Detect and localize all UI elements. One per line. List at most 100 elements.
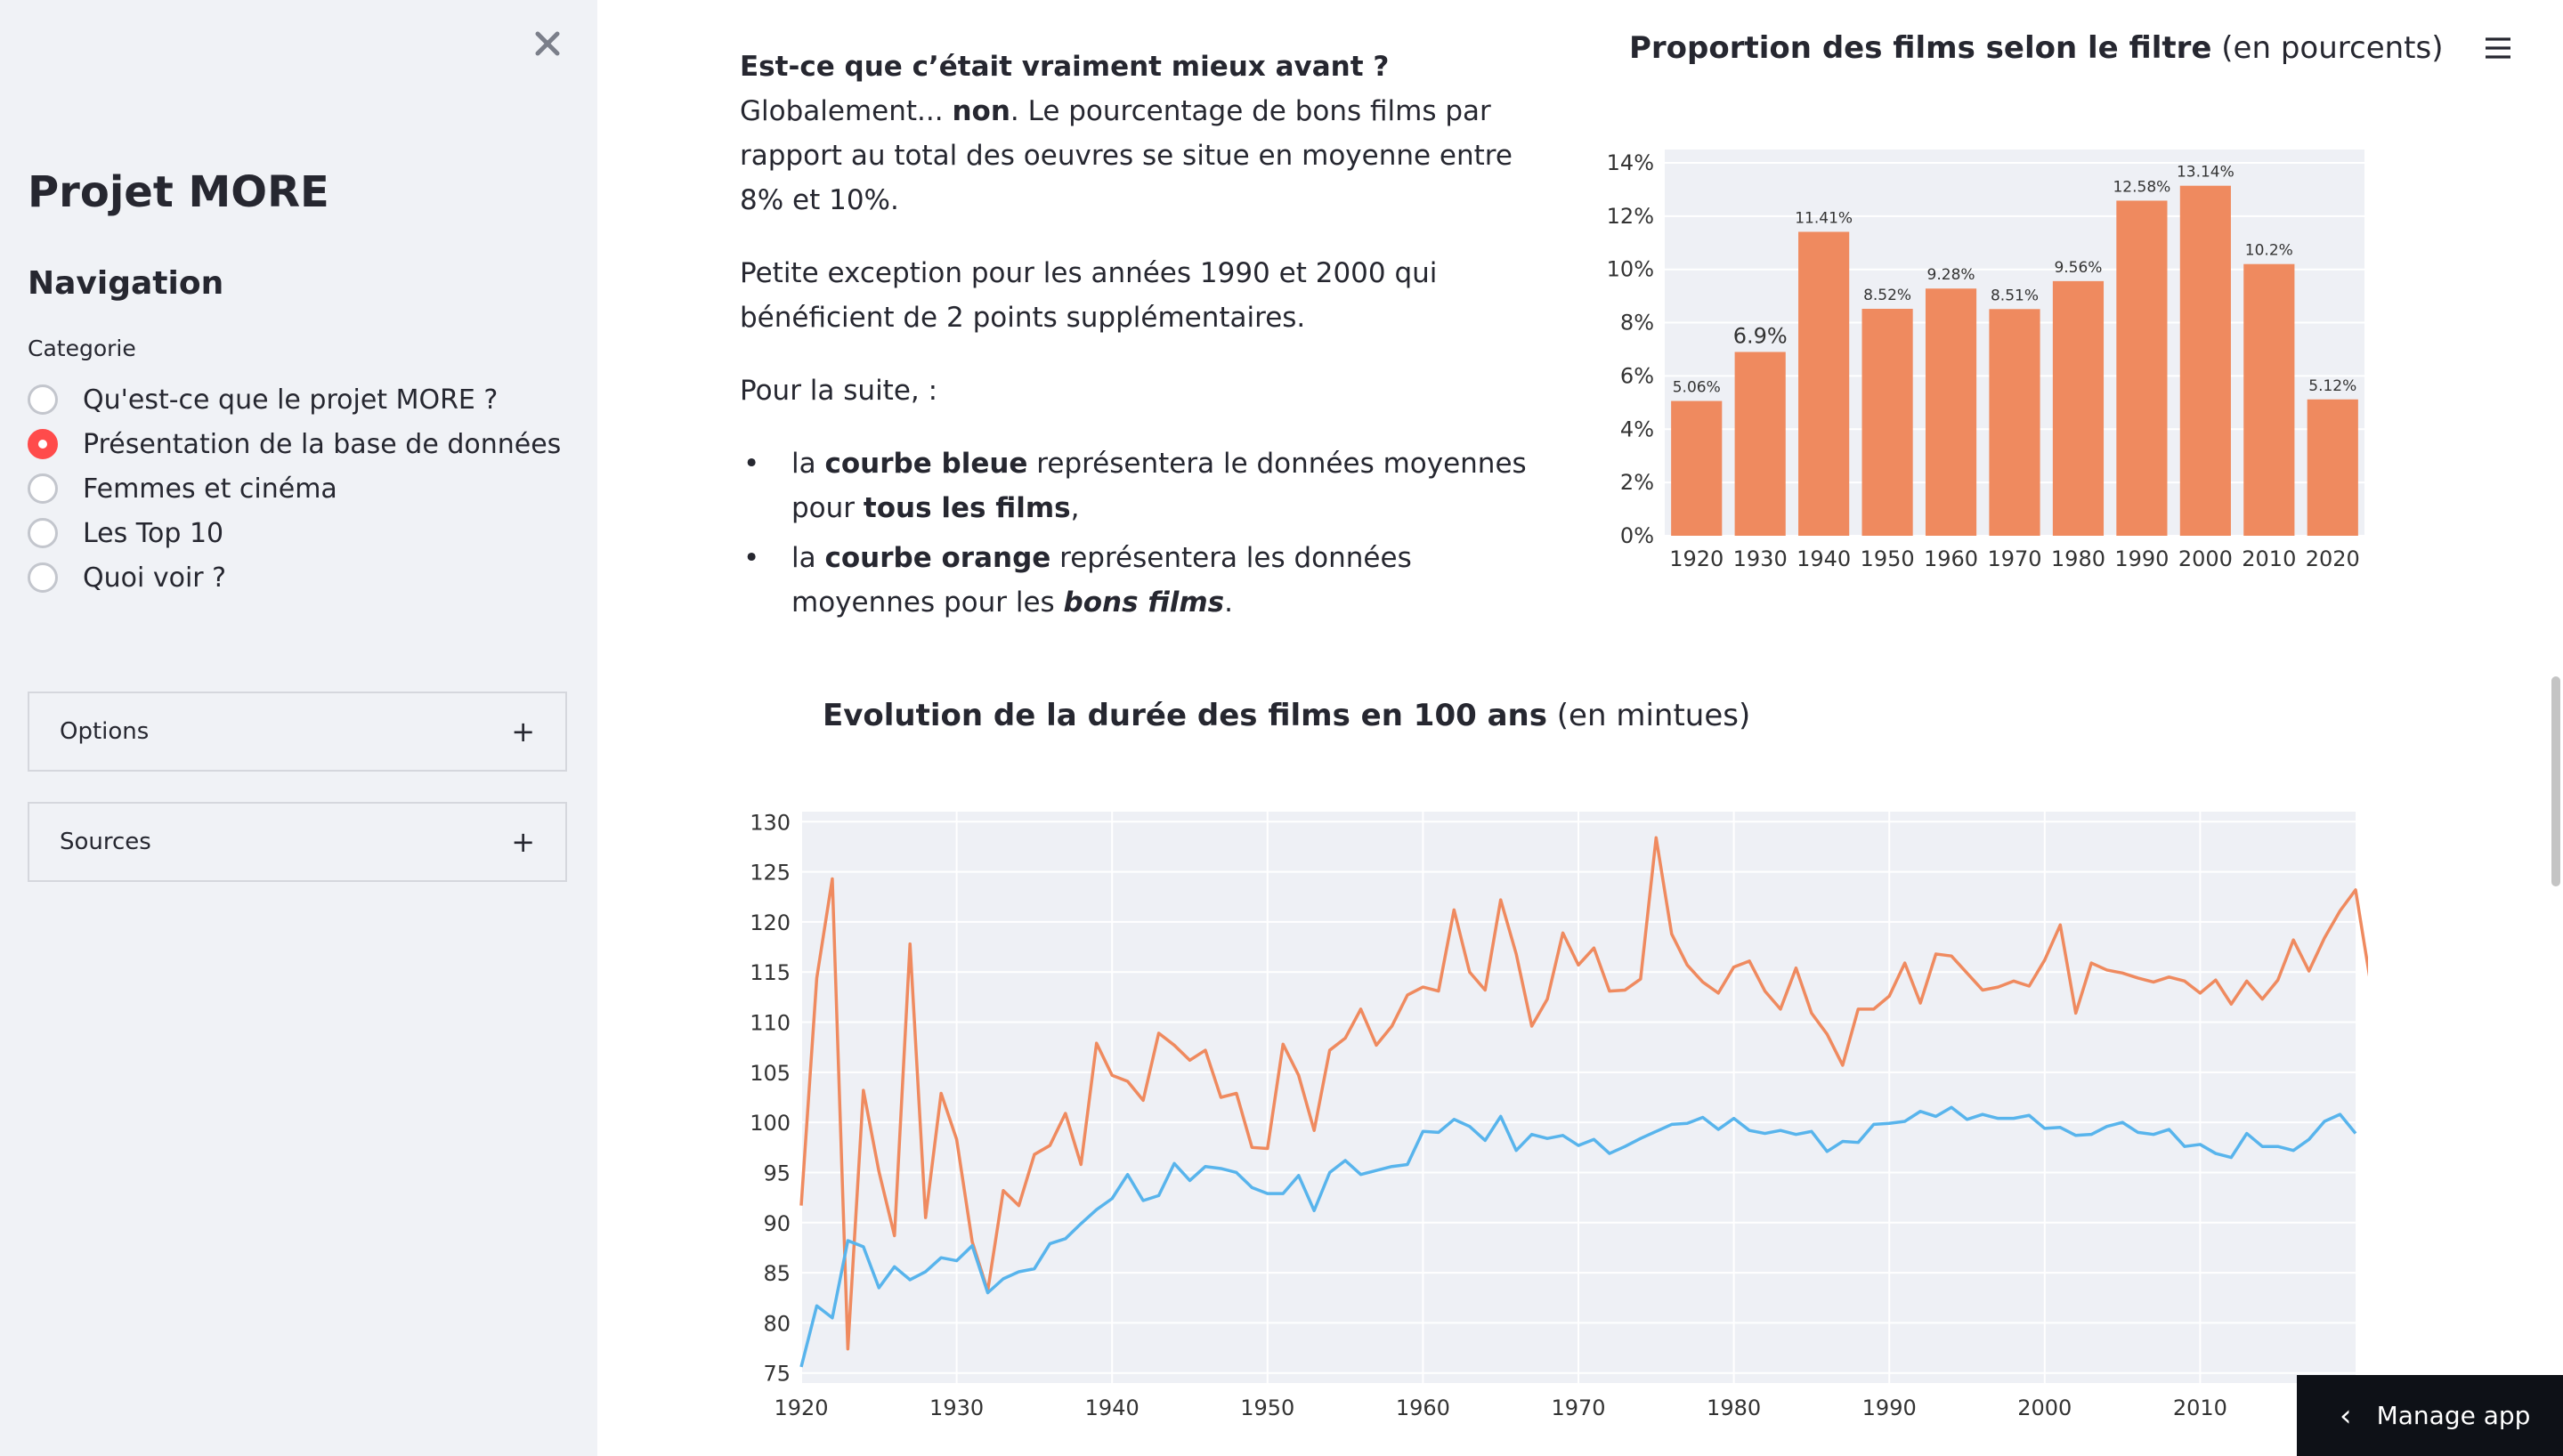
bar-x-tick: 2020 [2306, 546, 2360, 571]
bar-y-tick: 6% [1620, 363, 1654, 388]
radio-circle-selected[interactable] [28, 429, 58, 459]
sources-expander[interactable]: Sources + [28, 802, 567, 882]
plus-icon: + [511, 715, 535, 748]
line-chart-title-bold: Evolution de la durée des films en 100 a… [823, 698, 1547, 733]
line-x-tick: 1990 [1862, 1395, 1917, 1420]
bar [2052, 280, 2105, 536]
bar-y-tick: 8% [1620, 311, 1654, 336]
bar-chart-title: Proportion des films selon le filtre (en… [1629, 30, 2443, 66]
all-films-term: tous les films [863, 492, 1071, 524]
line-y-tick: 110 [750, 1011, 791, 1036]
radio-option-label: Femmes et cinéma [83, 473, 337, 505]
bar [2307, 399, 2358, 536]
options-expander-label: Options [60, 718, 150, 745]
bar-chart: 0% 2% 4% 6% 8% 10% 12% 14% 5.06% 1920 6.9% 1930 11.4… [1607, 150, 2364, 571]
radio-option-presentation-base[interactable]: Présentation de la base de données [28, 422, 561, 466]
bar-value-label: 13.14% [2177, 164, 2235, 182]
blue-curve-term: courbe bleue [824, 448, 1028, 480]
bar-x-tick: 1980 [2051, 546, 2105, 571]
intro-paragraph-3: Pour la suite, : [740, 375, 938, 407]
text-segment: la [791, 448, 825, 480]
line-y-tick: 120 [750, 910, 791, 935]
close-icon[interactable] [527, 23, 568, 64]
line-y-tick: 85 [763, 1261, 791, 1286]
text-segment: , [1070, 492, 1080, 524]
bar-value-label: 10.2% [2245, 242, 2293, 260]
bar-x-tick: 1990 [2114, 546, 2169, 571]
line-x-tick: 2000 [2017, 1395, 2072, 1420]
app-title: Projet MORE [28, 167, 329, 217]
line-x-tick: 1940 [1085, 1395, 1140, 1420]
manage-app-label: Manage app [2376, 1401, 2531, 1430]
category-label: Categorie [28, 336, 136, 361]
line-x-tick: 1920 [774, 1395, 828, 1420]
intro-answer: non [952, 95, 1010, 127]
series-line-orange [799, 836, 2368, 1351]
radio-circle[interactable] [28, 562, 58, 593]
scrollbar-thumb[interactable] [2551, 676, 2560, 886]
list-item-orange-curve: la courbe orange représentera les donnée… [740, 536, 1554, 625]
intro-text: Est-ce que c’était vraiment mieux avant … [740, 44, 1554, 630]
text-segment: représentera les données moyennes pour l… [791, 542, 1412, 619]
radio-option-label: Qu'est-ce que le projet MORE ? [83, 384, 499, 416]
bar-y-tick: 2% [1620, 470, 1654, 495]
bar-x-tick: 1970 [1987, 546, 2041, 571]
line-x-tick: 1970 [1551, 1395, 1605, 1420]
bar-chart-title-unit: (en pourcents) [2211, 30, 2444, 66]
legend-explanation-list: la courbe bleue représentera le données … [740, 441, 1554, 625]
bar-value-label: 8.51% [1991, 287, 2039, 304]
bar-value-label: 8.52% [1863, 287, 1911, 304]
radio-option-label: Les Top 10 [83, 517, 224, 549]
bar-value-label: 12.58% [2113, 178, 2170, 196]
line-y-tick: 130 [750, 810, 791, 835]
line-y-tick: 90 [763, 1211, 791, 1236]
hamburger-menu-icon[interactable] [2480, 30, 2516, 66]
bar [1798, 231, 1850, 536]
radio-option-label: Présentation de la base de données [83, 428, 562, 460]
bar-x-tick: 1920 [1669, 546, 1724, 571]
manage-app-button[interactable]: ‹ Manage app [2297, 1375, 2563, 1456]
intro-text-segment: Globalement... [740, 95, 953, 127]
bar-y-tick: 10% [1607, 257, 1654, 282]
good-films-term: bons films [1063, 586, 1225, 619]
radio-circle[interactable] [28, 518, 58, 548]
category-radio-group: Qu'est-ce que le projet MORE ? Présentat… [28, 377, 561, 600]
bar [1925, 288, 1977, 536]
bar-y-tick: 4% [1620, 417, 1654, 441]
bar-y-tick: 12% [1607, 204, 1654, 229]
line-y-tick: 80 [763, 1311, 791, 1336]
text-segment: la [791, 542, 825, 574]
bar [2243, 263, 2295, 536]
bar-value-label: 9.56% [2054, 259, 2102, 277]
text-segment: . [1224, 586, 1233, 619]
bar-chart-title-bold: Proportion des films selon le filtre [1629, 30, 2212, 66]
intro-paragraph-2: Petite exception pour les années 1990 et… [740, 257, 1438, 334]
radio-option-top-10[interactable]: Les Top 10 [28, 511, 561, 555]
options-expander[interactable]: Options + [28, 692, 567, 772]
series-line-blue [799, 1105, 2357, 1368]
bar-x-tick: 1950 [1861, 546, 1915, 571]
line-y-tick: 75 [763, 1362, 791, 1387]
radio-option-projet-more[interactable]: Qu'est-ce que le projet MORE ? [28, 377, 561, 422]
radio-circle[interactable] [28, 473, 58, 504]
bar-value-label: 5.06% [1673, 379, 1721, 397]
line-y-tick: 115 [750, 960, 791, 985]
line-x-tick: 1960 [1396, 1395, 1450, 1420]
line-y-tick: 105 [750, 1061, 791, 1086]
bar [1861, 308, 1913, 536]
radio-circle[interactable] [28, 384, 58, 415]
bar-value-label: 5.12% [2308, 377, 2356, 395]
plus-icon: + [511, 825, 535, 859]
bar-value-label: 11.41% [1795, 209, 1853, 227]
line-x-tick: 1930 [929, 1395, 984, 1420]
line-chart: 75 80 85 90 95 100 105 110 115 120 125 130 1920 1930 1… [750, 810, 2368, 1420]
line-x-tick: 2010 [2173, 1395, 2227, 1420]
radio-option-femmes-cinema[interactable]: Femmes et cinéma [28, 466, 561, 511]
intro-paragraph-1: Est-ce que c’était vraiment mieux avant … [740, 44, 1554, 222]
radio-option-label: Quoi voir ? [83, 562, 227, 594]
radio-option-quoi-voir[interactable]: Quoi voir ? [28, 555, 561, 600]
chevron-left-icon: ‹ [2340, 1397, 2352, 1434]
bar [1989, 309, 2040, 536]
sidebar: Projet MORE Navigation Categorie Qu'est-… [0, 0, 597, 1456]
line-chart-title: Evolution de la durée des films en 100 a… [823, 698, 1750, 733]
